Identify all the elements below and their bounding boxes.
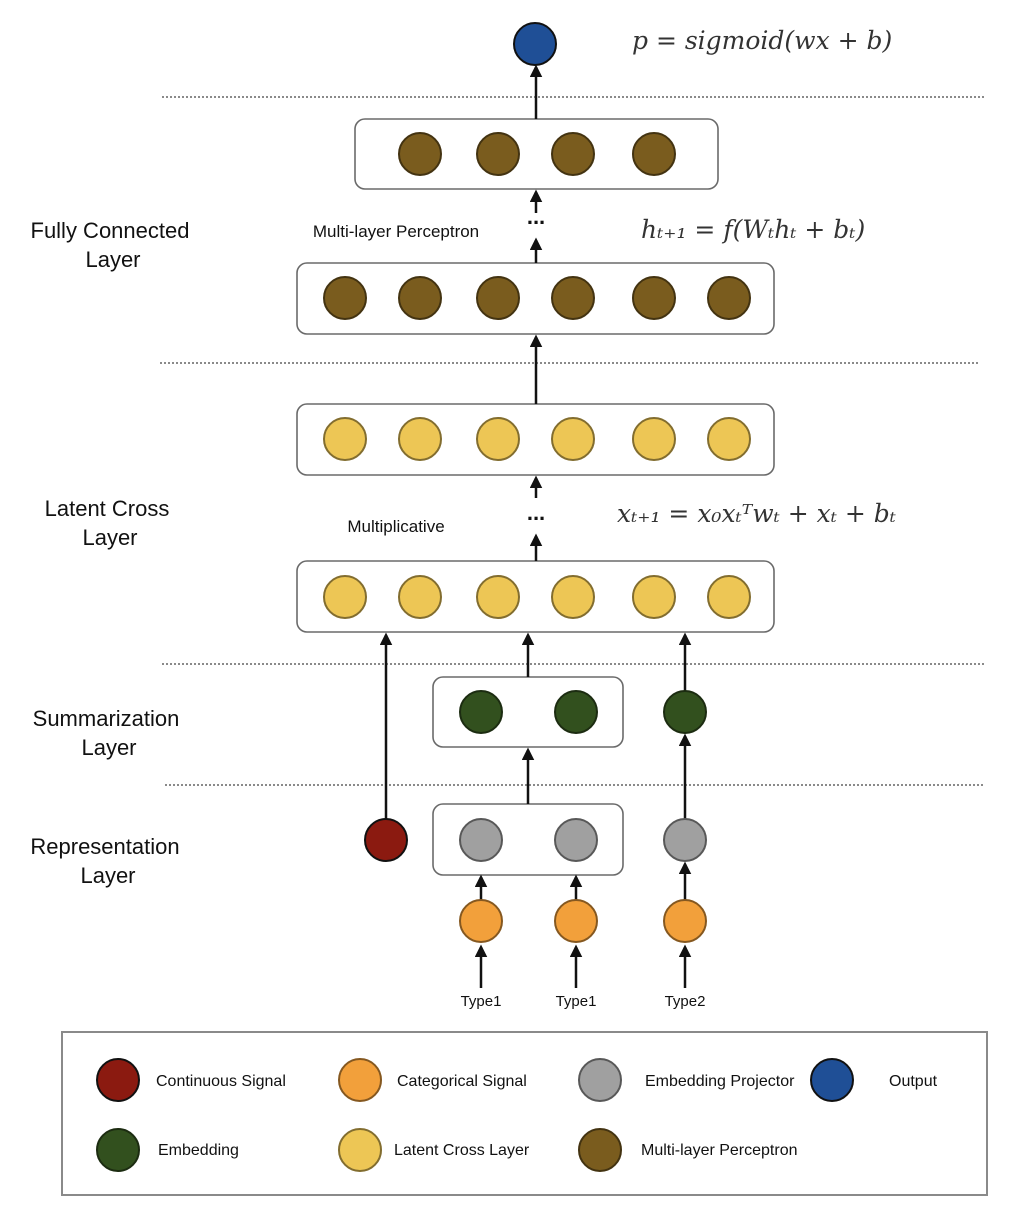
mlp-node [476, 276, 520, 320]
legend-swatch [96, 1128, 140, 1172]
type-label: Type1 [461, 993, 502, 1010]
latent-cross-node [476, 417, 520, 461]
embedding-node [459, 690, 503, 734]
mlp-node [632, 132, 676, 176]
legend: Continuous Signal Categorical Signal Emb… [61, 1031, 988, 1196]
mlp-sublabel: Multi-layer Perceptron [313, 222, 479, 241]
latent-cross-node [398, 417, 442, 461]
legend-label: Categorical Signal [397, 1073, 527, 1090]
projector-node [459, 818, 503, 862]
embedding-node [663, 690, 707, 734]
legend-label: Continuous Signal [156, 1073, 286, 1090]
legend-label: Embedding [158, 1142, 239, 1159]
legend-swatch [338, 1058, 382, 1102]
legend-swatch [810, 1058, 854, 1102]
cross-bottom-box [296, 560, 775, 633]
latent-cross-node [398, 575, 442, 619]
arrows [379, 64, 692, 988]
latent-cross-node [476, 575, 520, 619]
layer-labels: Fully Connected Layer Latent Cross Layer… [30, 218, 189, 888]
legend-swatch [578, 1058, 622, 1102]
summarization-label-line2: Layer [81, 735, 136, 760]
latent-cross-node [632, 417, 676, 461]
representation-label-line1: Representation [30, 834, 179, 859]
ellipsis-mlp: ... [527, 204, 545, 229]
nodes [323, 22, 751, 943]
output-formula: p = sigmoid(wx + b) [632, 26, 892, 55]
embedding-node [554, 690, 598, 734]
continuous-signal-node [364, 818, 408, 862]
multiplicative-sublabel: Multiplicative [347, 517, 444, 536]
ellipsis-cross: ... [527, 500, 545, 525]
legend-label: Embedding Projector [645, 1073, 795, 1090]
latent-cross-node [707, 575, 751, 619]
legend-label: Latent Cross Layer [394, 1142, 530, 1159]
projector-node [554, 818, 598, 862]
fully-connected-label-line2: Layer [85, 247, 140, 272]
latent-cross-node [323, 575, 367, 619]
legend-label: Output [889, 1073, 938, 1090]
mlp-node [551, 276, 595, 320]
legend-swatch [96, 1058, 140, 1102]
legend-swatch [338, 1128, 382, 1172]
legend-frame [61, 1031, 988, 1196]
categorical-signal-node [459, 899, 503, 943]
type-label: Type2 [665, 993, 706, 1010]
categorical-signal-node [663, 899, 707, 943]
mlp-node [551, 132, 595, 176]
latent-cross-node [632, 575, 676, 619]
fully-connected-label-line1: Fully Connected [31, 218, 190, 243]
latent-cross-label-line2: Layer [82, 525, 137, 550]
latent-cross-label-line1: Latent Cross [45, 496, 170, 521]
type-label: Type1 [556, 993, 597, 1010]
mlp-node [398, 276, 442, 320]
cross-top-box [296, 403, 775, 476]
latent-cross-node [707, 417, 751, 461]
representation-label-line2: Layer [80, 863, 135, 888]
mlp-node [707, 276, 751, 320]
latent-cross-node [323, 417, 367, 461]
summarization-label-line1: Summarization [33, 706, 180, 731]
mlp-node [398, 132, 442, 176]
cross-formula: xₜ₊₁ = x₀xₜᵀwₜ + xₜ + bₜ [617, 499, 896, 528]
mlp-formula: hₜ₊₁ = f(Wₜhₜ + bₜ) [641, 215, 865, 244]
projector-node [663, 818, 707, 862]
mlp-node [476, 132, 520, 176]
legend-label: Multi-layer Perceptron [641, 1142, 798, 1159]
legend-swatch [578, 1128, 622, 1172]
mlp-bottom-box [296, 262, 775, 335]
latent-cross-node [551, 575, 595, 619]
mlp-node [323, 276, 367, 320]
output-node [513, 22, 557, 66]
mlp-node [632, 276, 676, 320]
latent-cross-node [551, 417, 595, 461]
categorical-signal-node [554, 899, 598, 943]
